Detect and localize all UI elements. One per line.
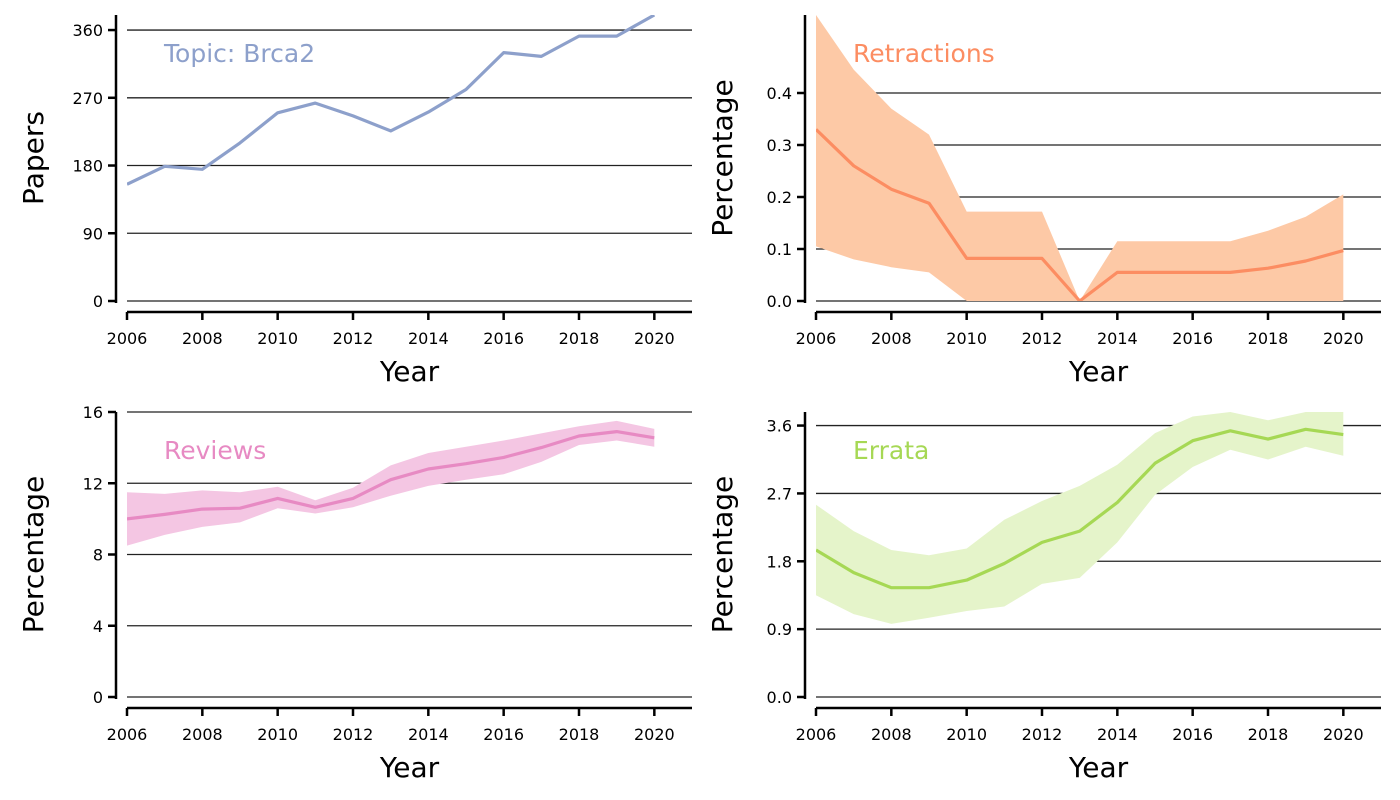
y-tick-label-2: 180 <box>72 157 103 176</box>
x-tick-label-0: 2006 <box>107 725 148 744</box>
x-axis-label: Year <box>1068 751 1129 784</box>
x-tick-label-7: 2020 <box>1323 725 1364 744</box>
y-axis-label: Percentage <box>706 79 739 237</box>
confidence-band <box>816 412 1344 624</box>
x-tick-label-4: 2014 <box>408 725 449 744</box>
x-axis-label: Year <box>379 355 440 388</box>
y-tick-label-0: 0 <box>93 688 103 707</box>
panel-label: Retractions <box>853 39 995 68</box>
x-axis-label: Year <box>379 751 440 784</box>
y-tick-label-1: 4 <box>93 617 103 636</box>
panel-reviews: 0 4 8 12 16 2006 2008 2010 2012 2014 2016 2018 2020 Y… <box>17 403 692 784</box>
series-line <box>816 128 1344 301</box>
x-tick-label-5: 2016 <box>483 725 524 744</box>
x-tick-label-7: 2020 <box>1323 329 1364 348</box>
y-tick-label-3: 0.3 <box>767 136 792 155</box>
x-tick-label-6: 2018 <box>1248 725 1289 744</box>
x-tick-label-2: 2010 <box>946 725 987 744</box>
x-tick-label-5: 2016 <box>1172 725 1213 744</box>
x-tick-label-1: 2008 <box>182 725 223 744</box>
x-tick-label-6: 2018 <box>559 329 600 348</box>
x-tick-label-1: 2008 <box>182 329 223 348</box>
x-tick-label-5: 2016 <box>483 329 524 348</box>
series-line <box>127 430 655 521</box>
y-tick-label-0: 0.0 <box>767 688 792 707</box>
panel-retractions: 0.0 0.1 0.2 0.3 0.4 2006 2008 2010 2012 2014 2016 2… <box>706 15 1381 388</box>
y-tick-label-3: 2.7 <box>767 484 792 503</box>
y-tick-label-4: 3.6 <box>767 417 792 436</box>
y-tick-label-0: 0.0 <box>767 292 792 311</box>
y-tick-label-1: 90 <box>83 224 103 243</box>
y-tick-label-3: 270 <box>72 89 103 108</box>
x-tick-label-1: 2008 <box>871 329 912 348</box>
panel-papers: 0 90 180 270 360 2006 2008 2010 2012 2014 2016 2018… <box>17 15 692 388</box>
x-tick-label-6: 2018 <box>1248 329 1289 348</box>
x-tick-label-3: 2012 <box>1022 329 1063 348</box>
x-tick-label-6: 2018 <box>559 725 600 744</box>
y-tick-label-2: 1.8 <box>767 552 792 571</box>
series-line <box>816 427 1344 590</box>
x-tick-label-4: 2014 <box>1097 329 1138 348</box>
x-tick-label-0: 2006 <box>107 329 148 348</box>
y-tick-label-4: 0.4 <box>767 84 792 103</box>
y-tick-label-4: 16 <box>83 403 103 422</box>
x-tick-label-2: 2010 <box>257 725 298 744</box>
panel-label: Topic: Brca2 <box>163 39 315 68</box>
x-tick-label-7: 2020 <box>634 725 675 744</box>
x-tick-label-2: 2010 <box>257 329 298 348</box>
y-tick-label-2: 0.2 <box>767 188 792 207</box>
y-tick-label-0: 0 <box>93 292 103 311</box>
y-tick-label-3: 12 <box>83 474 103 493</box>
x-tick-label-4: 2014 <box>1097 725 1138 744</box>
y-tick-label-1: 0.9 <box>767 620 792 639</box>
x-tick-label-3: 2012 <box>1022 725 1063 744</box>
x-tick-label-3: 2012 <box>333 329 374 348</box>
x-axis-label: Year <box>1068 355 1129 388</box>
x-tick-label-1: 2008 <box>871 725 912 744</box>
y-axis-label: Percentage <box>706 476 739 634</box>
panel-label: Errata <box>853 436 929 465</box>
panel-label: Reviews <box>164 436 266 465</box>
x-tick-label-4: 2014 <box>408 329 449 348</box>
x-tick-label-0: 2006 <box>796 725 837 744</box>
y-tick-label-1: 0.1 <box>767 240 792 259</box>
x-tick-label-7: 2020 <box>634 329 675 348</box>
panel-errata: 0.0 0.9 1.8 2.7 3.6 2006 2008 2010 2012 2014 2016 2… <box>706 412 1381 784</box>
x-tick-label-0: 2006 <box>796 329 837 348</box>
y-axis-label: Percentage <box>17 476 50 634</box>
x-tick-label-5: 2016 <box>1172 329 1213 348</box>
y-tick-label-2: 8 <box>93 546 103 565</box>
y-axis-label: Papers <box>17 111 50 205</box>
x-tick-label-2: 2010 <box>946 329 987 348</box>
series-line <box>127 15 656 186</box>
y-tick-label-4: 360 <box>72 21 103 40</box>
x-tick-label-3: 2012 <box>333 725 374 744</box>
